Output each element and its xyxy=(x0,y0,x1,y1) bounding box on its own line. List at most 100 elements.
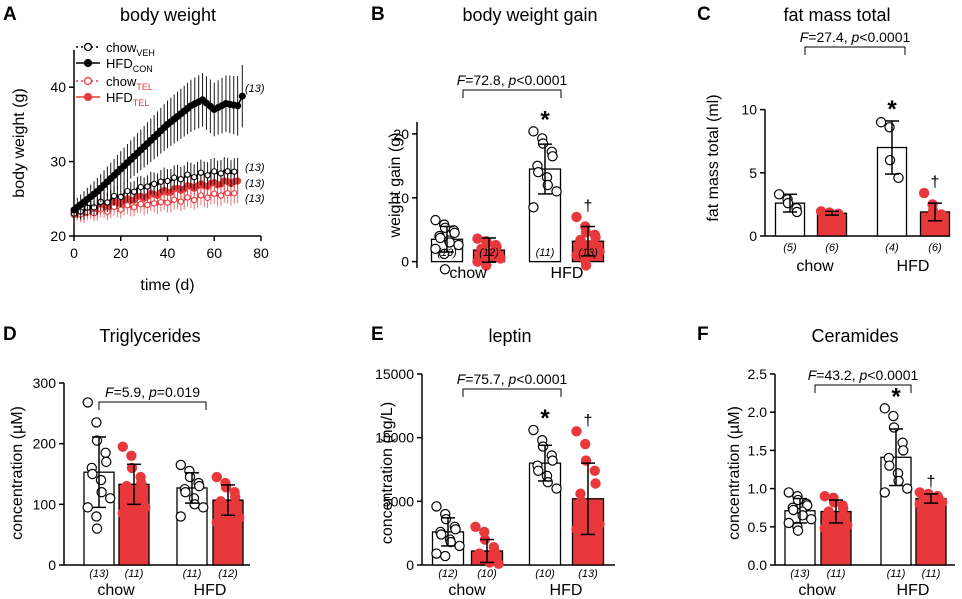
panel-label: D xyxy=(3,324,17,345)
bar-HFD_TEL: (12) xyxy=(211,471,245,580)
legend-item: chowVEH xyxy=(76,40,155,58)
data-point xyxy=(590,232,601,243)
data-point xyxy=(191,174,198,181)
data-point xyxy=(537,441,549,452)
data-point xyxy=(211,517,222,528)
data-point xyxy=(137,183,144,191)
series-n-label: (13) xyxy=(245,162,265,174)
group-label: chow xyxy=(796,258,834,275)
data-point xyxy=(110,192,118,200)
y-tick-label: 20 xyxy=(393,126,409,142)
legend-marker xyxy=(83,58,93,68)
significance-mark: † xyxy=(931,174,940,191)
panel-label: F xyxy=(697,324,709,345)
data-point xyxy=(590,478,601,489)
data-point xyxy=(164,199,171,206)
data-point xyxy=(144,201,151,209)
data-point xyxy=(82,502,93,513)
group-label: HFD xyxy=(551,265,584,282)
y-tick-label: 2.5 xyxy=(748,366,768,382)
y-tick-label: 2.0 xyxy=(748,404,768,420)
y-tick-label: 40 xyxy=(50,79,66,95)
y-tick-label: 20 xyxy=(50,228,66,244)
chart-title: fat mass total xyxy=(783,5,890,25)
data-point xyxy=(884,122,895,133)
data-point xyxy=(204,172,211,179)
legend-label: chowVEH xyxy=(106,40,155,58)
data-point xyxy=(234,512,245,523)
data-point xyxy=(117,206,124,213)
data-point xyxy=(571,524,582,535)
stat-annotation: F=5.9, p=0.019 xyxy=(105,384,200,400)
data-point xyxy=(888,422,900,433)
legend-item: HFDTEL xyxy=(76,90,149,108)
data-point xyxy=(884,154,896,166)
bar-chow_TEL: (12) xyxy=(472,233,506,271)
x-axis-label: time (d) xyxy=(140,277,194,294)
data-point xyxy=(547,455,558,466)
legend-marker xyxy=(83,42,93,52)
stat-bracket xyxy=(814,384,912,393)
chart-title: leptin xyxy=(488,326,531,346)
data-point xyxy=(171,174,178,181)
bar-HFD_TEL: † (13) xyxy=(571,198,605,271)
series-HFD_CON xyxy=(70,64,246,219)
bar-HFD_TEL: † (13) xyxy=(571,412,605,580)
y-tick-label: 200 xyxy=(33,436,57,452)
data-point xyxy=(806,513,817,525)
data-point xyxy=(594,246,605,257)
y-tick-label: 0 xyxy=(401,254,409,270)
y-tick-label: 0 xyxy=(48,557,56,573)
data-point xyxy=(100,447,111,458)
data-point xyxy=(528,424,539,436)
data-point xyxy=(879,487,890,498)
legend-marker xyxy=(83,92,93,102)
data-point xyxy=(819,523,830,534)
stat-annotation: F=72.8, p<0.0001 xyxy=(457,72,568,88)
data-point xyxy=(551,186,562,197)
data-point xyxy=(528,126,539,137)
n-label: (12) xyxy=(438,568,458,580)
y-tick-label: 0 xyxy=(749,228,757,244)
legend-label: HFDCON xyxy=(106,56,153,74)
data-point xyxy=(580,438,591,450)
data-point xyxy=(788,504,799,516)
data-point xyxy=(828,497,840,508)
data-point xyxy=(893,172,904,184)
y-axis-label: concentration (µM) xyxy=(9,406,26,540)
data-point xyxy=(571,211,582,223)
group-label: HFD xyxy=(550,582,583,599)
data-point xyxy=(440,550,451,562)
data-point xyxy=(481,260,492,271)
chart-title: Ceramides xyxy=(811,326,898,346)
y-tick-label: 1.5 xyxy=(748,442,768,458)
data-point xyxy=(180,487,191,498)
data-point xyxy=(440,513,452,525)
significance-mark: * xyxy=(887,96,897,123)
bar-chow_VEH: (13) xyxy=(82,397,116,580)
n-label: (12) xyxy=(479,247,499,259)
group-label: chow xyxy=(449,265,487,282)
data-point xyxy=(430,243,441,255)
y-axis-label: concentration (µM) xyxy=(726,406,743,540)
data-point xyxy=(211,168,218,175)
data-point xyxy=(571,426,582,437)
data-point xyxy=(175,511,186,522)
data-point xyxy=(589,465,600,476)
data-point xyxy=(576,237,587,248)
data-point xyxy=(234,102,242,110)
data-point xyxy=(144,183,151,190)
y-tick-label: 5000 xyxy=(383,493,414,509)
data-point xyxy=(194,480,205,492)
panel-label: B xyxy=(371,4,385,25)
chart-title: body weight xyxy=(120,5,216,25)
data-point xyxy=(211,471,222,483)
data-point xyxy=(824,509,835,520)
x-tick-label: 40 xyxy=(160,245,176,261)
data-point xyxy=(875,117,887,128)
data-point xyxy=(533,167,544,178)
data-point xyxy=(576,496,587,507)
y-tick-label: 0.5 xyxy=(748,519,768,535)
data-point xyxy=(95,474,107,486)
data-point xyxy=(130,204,138,211)
